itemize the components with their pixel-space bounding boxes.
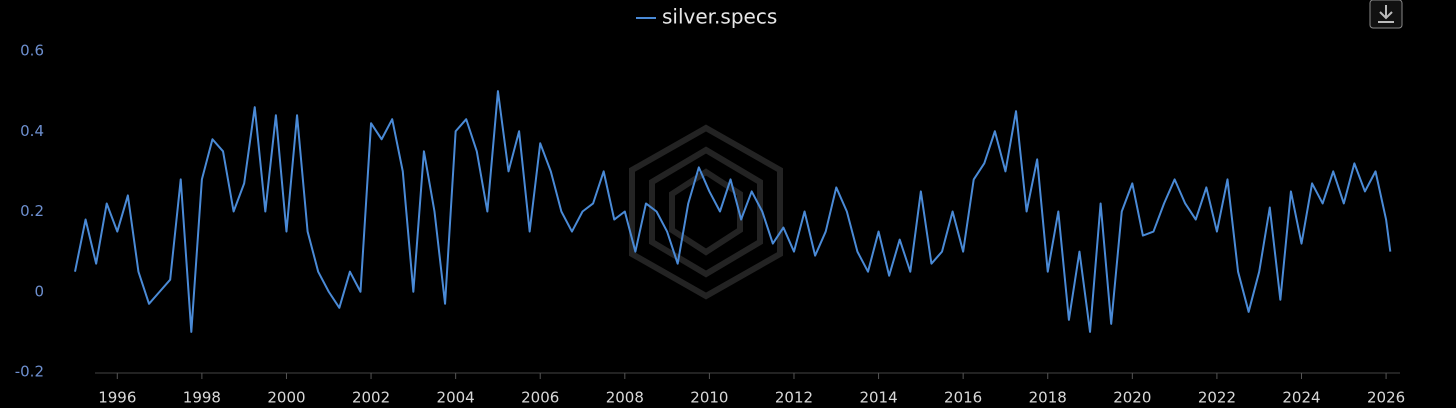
y-tick-label: 0.6 [20,42,44,60]
x-tick-label: 2012 [775,389,813,407]
watermark [629,124,783,300]
x-tick-label: 2002 [352,389,390,407]
x-tick-label: 2006 [521,389,559,407]
x-tick-label: 2018 [1029,389,1067,407]
y-tick-label: 0.2 [20,202,44,220]
x-tick-label: 2020 [1113,389,1151,407]
x-tick-label: 2014 [859,389,897,407]
x-tick-label: 2010 [690,389,728,407]
x-tick-label: 2024 [1282,389,1320,407]
x-tick-label: 2000 [267,389,305,407]
x-tick-label: 2008 [606,389,644,407]
x-tick-label: 1996 [98,389,136,407]
legend-label: silver.specs [662,5,777,29]
x-tick-label: 2004 [437,389,475,407]
y-tick-label: -0.2 [15,363,44,381]
download-button[interactable] [1369,0,1403,29]
y-tick-label: 0.4 [20,122,44,140]
x-tick-label: 1998 [183,389,221,407]
download-icon [1378,5,1394,23]
x-tick-label: 2016 [944,389,982,407]
x-tick-label: 2022 [1198,389,1236,407]
y-tick-label: 0 [34,282,44,300]
series-line [74,90,1392,333]
x-tick-label: 2026 [1367,389,1405,407]
